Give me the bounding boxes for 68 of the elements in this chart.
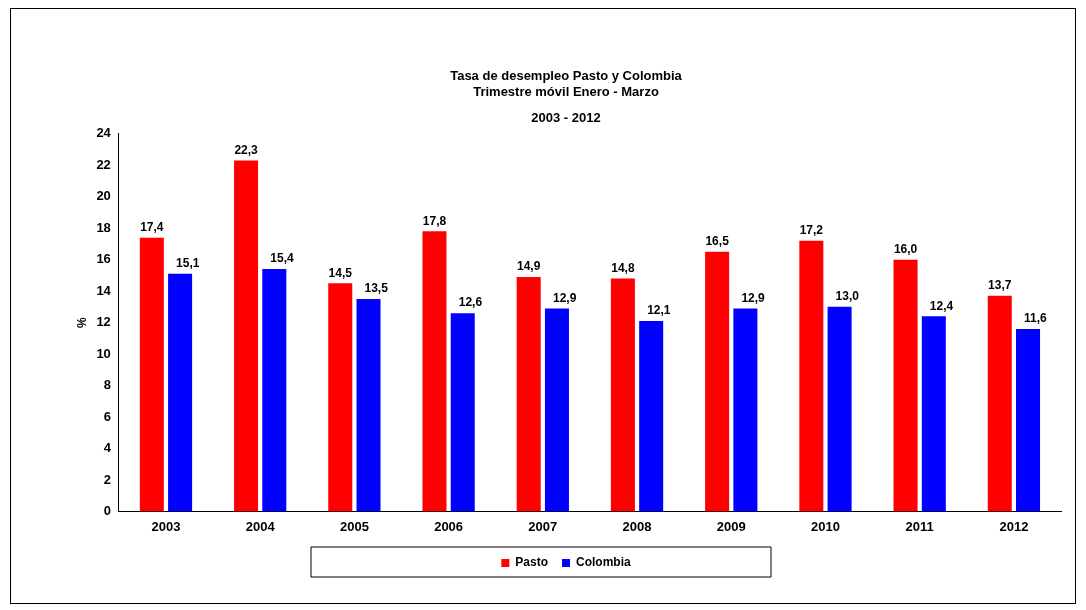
data-label: 12,4 (929, 298, 954, 313)
data-label: 12,9 (741, 290, 766, 305)
bar (1016, 328, 1041, 512)
data-label: 14,5 (328, 265, 353, 280)
data-label: 13,0 (835, 289, 860, 304)
y-tick-label: 8 (103, 377, 111, 393)
legend-label: Colombia (576, 555, 631, 570)
x-tick-label: 2007 (528, 518, 558, 534)
bar (356, 299, 381, 512)
x-tick-label: 2011 (905, 518, 934, 534)
y-tick-label: 0 (103, 502, 111, 518)
bar (168, 273, 193, 512)
data-label: 15,1 (176, 256, 200, 271)
data-label: 17,4 (140, 219, 164, 234)
bar (921, 316, 946, 512)
x-tick-label: 2009 (716, 518, 746, 534)
y-tick-label: 2 (103, 471, 111, 487)
bar (733, 308, 758, 512)
data-label: 14,9 (517, 259, 541, 274)
x-tick-label: 2012 (999, 518, 1029, 534)
bar (639, 321, 664, 512)
bar (450, 313, 475, 512)
y-tick-label: 16 (96, 251, 111, 267)
data-label: 13,7 (988, 278, 1012, 293)
x-tick-label: 2005 (339, 518, 369, 534)
data-label: 17,8 (422, 213, 447, 228)
bar (827, 306, 852, 512)
x-tick-label: 2004 (245, 518, 276, 534)
bar (544, 308, 569, 512)
x-tick-label: 2008 (622, 518, 652, 534)
y-tick-label: 4 (103, 440, 112, 456)
chart-subtitle: 2003 - 2012 (531, 109, 601, 125)
data-label: 15,4 (270, 251, 294, 266)
bar (705, 251, 730, 512)
bar (987, 295, 1012, 512)
x-tick-label: 2003 (151, 518, 181, 534)
data-label: 12,6 (458, 295, 483, 310)
y-tick-label: 20 (96, 188, 111, 204)
y-tick-label: 14 (96, 282, 112, 298)
data-label: 14,8 (611, 260, 635, 275)
y-axis-title: % (74, 316, 89, 328)
y-tick-label: 22 (96, 156, 111, 172)
data-label: 16,5 (705, 234, 730, 249)
bar (516, 276, 541, 512)
bar (610, 278, 635, 512)
bar (234, 160, 259, 512)
data-label: 12,1 (647, 303, 671, 318)
bar (422, 231, 447, 512)
bar (262, 269, 287, 512)
data-label: 16,0 (893, 241, 918, 256)
chart-title: Tasa de desempleo Pasto y Colombia Trimestre móvil Enero - Marzo (450, 68, 683, 99)
bar (139, 237, 164, 512)
y-tick-label: 6 (103, 408, 111, 424)
legend-label: Pasto (515, 555, 549, 570)
bar (893, 259, 918, 512)
y-tick-label: 24 (96, 125, 112, 141)
data-label: 12,9 (552, 290, 577, 305)
x-tick-label: 2010 (811, 518, 840, 534)
data-label: 22,3 (234, 142, 259, 157)
x-tick-label: 2006 (434, 518, 464, 534)
data-label: 13,5 (364, 281, 389, 296)
y-tick-label: 12 (96, 314, 111, 330)
bar (799, 240, 824, 512)
bar (328, 283, 353, 512)
y-tick-label: 18 (96, 219, 111, 235)
data-label: 11,6 (1024, 311, 1048, 326)
data-label: 17,2 (799, 223, 824, 238)
y-tick-label: 10 (96, 345, 111, 361)
